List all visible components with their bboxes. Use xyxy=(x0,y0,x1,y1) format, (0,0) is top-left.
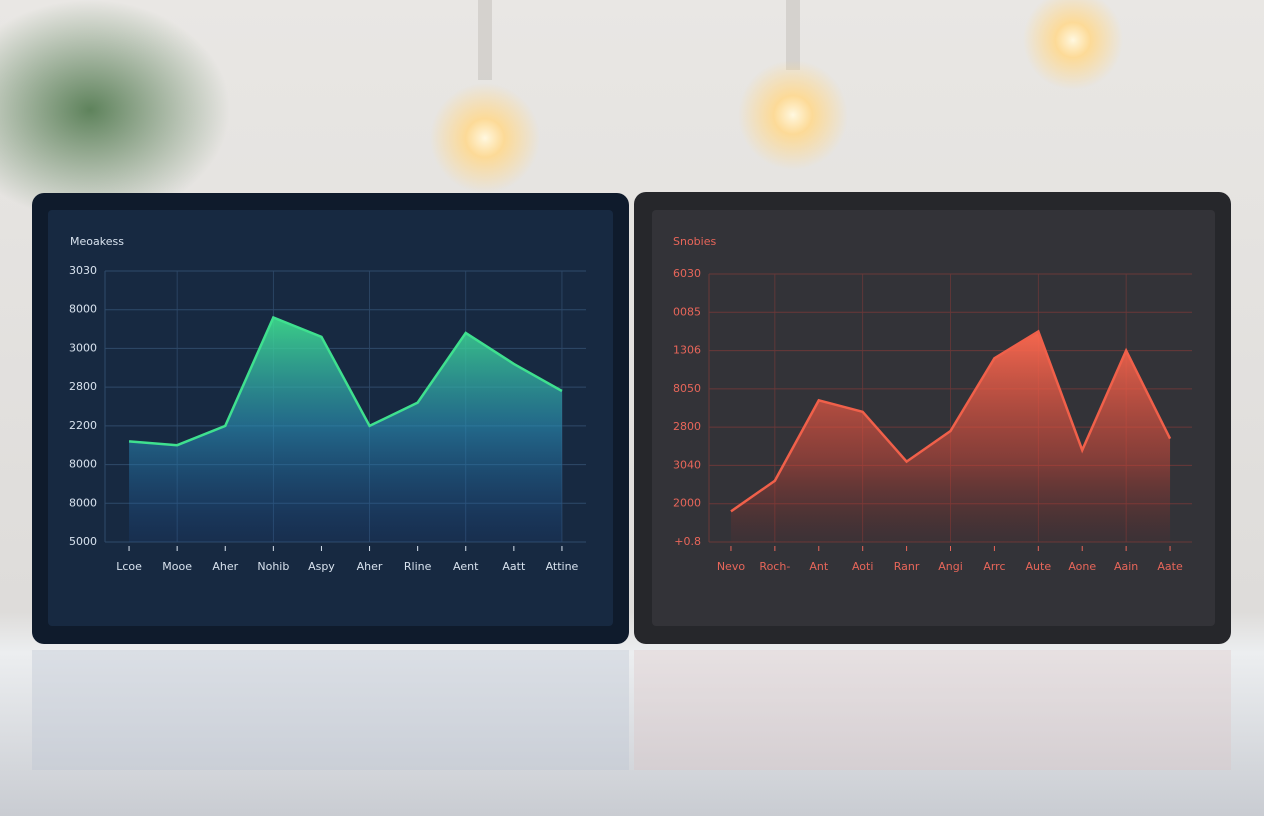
lamp xyxy=(1023,0,1123,90)
x-tick-label: Aone xyxy=(1068,560,1096,573)
x-tick-label: Aatt xyxy=(502,560,526,573)
x-tick-label: Arrc xyxy=(983,560,1005,573)
lamp-cord xyxy=(478,0,492,80)
y-tick-label: 6030 xyxy=(673,267,701,280)
y-tick-label: +0.8 xyxy=(674,535,701,548)
area xyxy=(730,331,1171,542)
x-tick-label: Roch- xyxy=(759,560,790,573)
x-tick-label: Ranr xyxy=(894,560,920,573)
x-tick-label: Lcoe xyxy=(116,560,142,573)
area xyxy=(129,317,562,542)
y-tick-label: 1306 xyxy=(673,344,701,357)
x-tick-label: Rline xyxy=(404,560,432,573)
lamp-cord xyxy=(786,0,800,70)
y-tick-label: 8000 xyxy=(69,303,97,316)
x-tick-label: Aate xyxy=(1157,560,1183,573)
x-tick-label: Ant xyxy=(809,560,828,573)
y-tick-label: 8000 xyxy=(69,458,97,471)
line xyxy=(730,329,1172,513)
x-tick-label: Aain xyxy=(1114,560,1138,573)
chart-title: Snobies xyxy=(673,235,716,248)
y-tick-label: 0085 xyxy=(673,305,701,318)
x-tick-label: Aspy xyxy=(308,560,335,573)
x-tick-label: Aher xyxy=(212,560,238,573)
reflection-right xyxy=(634,650,1231,770)
plant xyxy=(0,0,230,220)
x-tick-label: Aent xyxy=(453,560,479,573)
y-tick-label: 3000 xyxy=(69,341,97,354)
lamp xyxy=(738,60,848,170)
y-tick-label: 5000 xyxy=(69,535,97,548)
chart-title: Meoakess xyxy=(70,235,124,248)
lamp xyxy=(430,83,540,193)
x-tick-label: Nevo xyxy=(717,560,746,573)
x-tick-label: Mooe xyxy=(162,560,192,573)
y-tick-label: 2000 xyxy=(673,497,701,510)
x-tick-label: Attine xyxy=(546,560,579,573)
y-tick-label: 3040 xyxy=(673,458,701,471)
x-tick-label: Aoti xyxy=(852,560,873,573)
line xyxy=(128,315,563,447)
x-tick-label: Nohib xyxy=(257,560,289,573)
x-tick-label: Angi xyxy=(938,560,963,573)
y-tick-label: 8000 xyxy=(69,496,97,509)
reflection-left xyxy=(32,650,629,770)
y-tick-label: 2800 xyxy=(69,380,97,393)
x-tick-label: Aher xyxy=(357,560,383,573)
y-tick-label: 2200 xyxy=(69,419,97,432)
x-tick-label: Aute xyxy=(1026,560,1052,573)
y-tick-label: 3030 xyxy=(69,264,97,277)
y-tick-label: 2800 xyxy=(673,420,701,433)
y-tick-label: 8050 xyxy=(673,382,701,395)
